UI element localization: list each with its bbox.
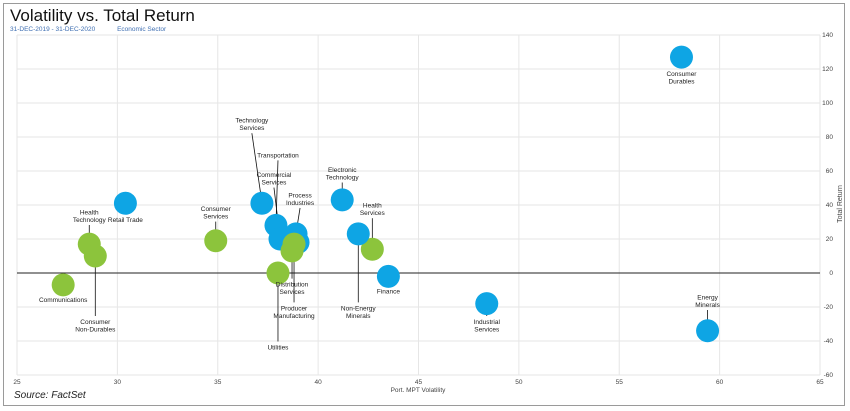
point-label: Utilities <box>267 345 289 352</box>
y-tick-label: 60 <box>826 168 834 175</box>
point-labels: Consumer Durables Technology Services Transp… <box>39 71 721 352</box>
x-tick-label: 50 <box>515 379 523 386</box>
y-tick-label: 120 <box>822 66 833 73</box>
date-range: 31-DEC-2019 - 31-DEC-2020 <box>10 26 96 33</box>
point-label: Finance <box>377 288 401 295</box>
data-point <box>360 237 384 261</box>
y-tick-label: -60 <box>824 372 834 379</box>
data-point <box>83 244 107 268</box>
x-axis-label: Port. MPT Volatility <box>391 387 447 394</box>
grouping-label: Economic Sector <box>117 26 167 33</box>
point-label: Health Technology <box>73 210 107 225</box>
y-tick-label: 40 <box>826 202 834 209</box>
x-tick-label: 25 <box>13 379 21 386</box>
x-tick-label: 60 <box>716 379 724 386</box>
data-point <box>696 319 720 343</box>
x-tick-label: 35 <box>214 379 222 386</box>
point-label: Distribution Services <box>276 282 309 297</box>
data-point <box>282 232 306 256</box>
point-label: Electronic Technology <box>326 167 360 182</box>
grid-lines <box>16 34 821 376</box>
data-point <box>475 292 499 316</box>
point-label: Consumer Non-Durables <box>75 319 116 334</box>
leader-line <box>275 160 279 225</box>
point-label: Communications <box>39 297 88 304</box>
y-axis-label: Total Return <box>837 185 844 223</box>
x-tick-label: 55 <box>616 379 624 386</box>
x-axis-ticks: 25 30 35 40 45 50 55 60 65 <box>13 379 824 386</box>
y-tick-label: -40 <box>824 338 834 345</box>
point-label: Process Industries <box>286 193 315 208</box>
x-tick-label: 30 <box>114 379 122 386</box>
y-tick-label: 20 <box>826 236 834 243</box>
point-label: Transportation <box>257 152 299 159</box>
data-points <box>51 45 720 343</box>
data-point <box>250 191 274 215</box>
y-axis-ticks: -60 -40 -20 0 20 40 60 80 100 120 140 <box>822 32 833 379</box>
data-point <box>346 222 370 246</box>
point-label: Industrial Services <box>474 319 501 334</box>
point-label: Commercial Services <box>257 172 292 187</box>
point-label: Consumer Services <box>201 206 232 221</box>
point-label: Retail Trade <box>108 217 143 224</box>
data-point <box>113 191 137 215</box>
data-point <box>669 45 693 69</box>
y-tick-label: -20 <box>824 304 834 311</box>
point-label: Producer Manufacturing <box>273 305 315 320</box>
x-tick-label: 45 <box>415 379 423 386</box>
x-tick-label: 65 <box>816 379 824 386</box>
source-note: Source: FactSet <box>14 390 86 401</box>
point-label: Energy Minerals <box>695 295 720 310</box>
y-tick-label: 100 <box>822 100 833 107</box>
x-tick-label: 40 <box>315 379 323 386</box>
chart-title: Volatility vs. Total Return <box>10 6 195 25</box>
data-point <box>51 273 75 297</box>
y-tick-label: 80 <box>826 134 834 141</box>
data-point <box>266 261 290 285</box>
point-label: Health Services <box>360 203 386 218</box>
leader-line <box>251 133 263 203</box>
data-point <box>376 264 400 288</box>
data-point <box>330 188 354 212</box>
chart-subtitle: 31-DEC-2019 - 31-DEC-2020 Economic Secto… <box>10 26 186 33</box>
point-label: Technology Services <box>235 118 269 133</box>
leader-lines <box>61 58 710 342</box>
y-tick-label: 140 <box>822 32 833 39</box>
y-tick-label: 0 <box>829 270 833 277</box>
data-point <box>204 229 228 253</box>
point-label: Non-Energy Minerals <box>341 305 376 320</box>
point-label: Consumer Durables <box>666 71 697 86</box>
